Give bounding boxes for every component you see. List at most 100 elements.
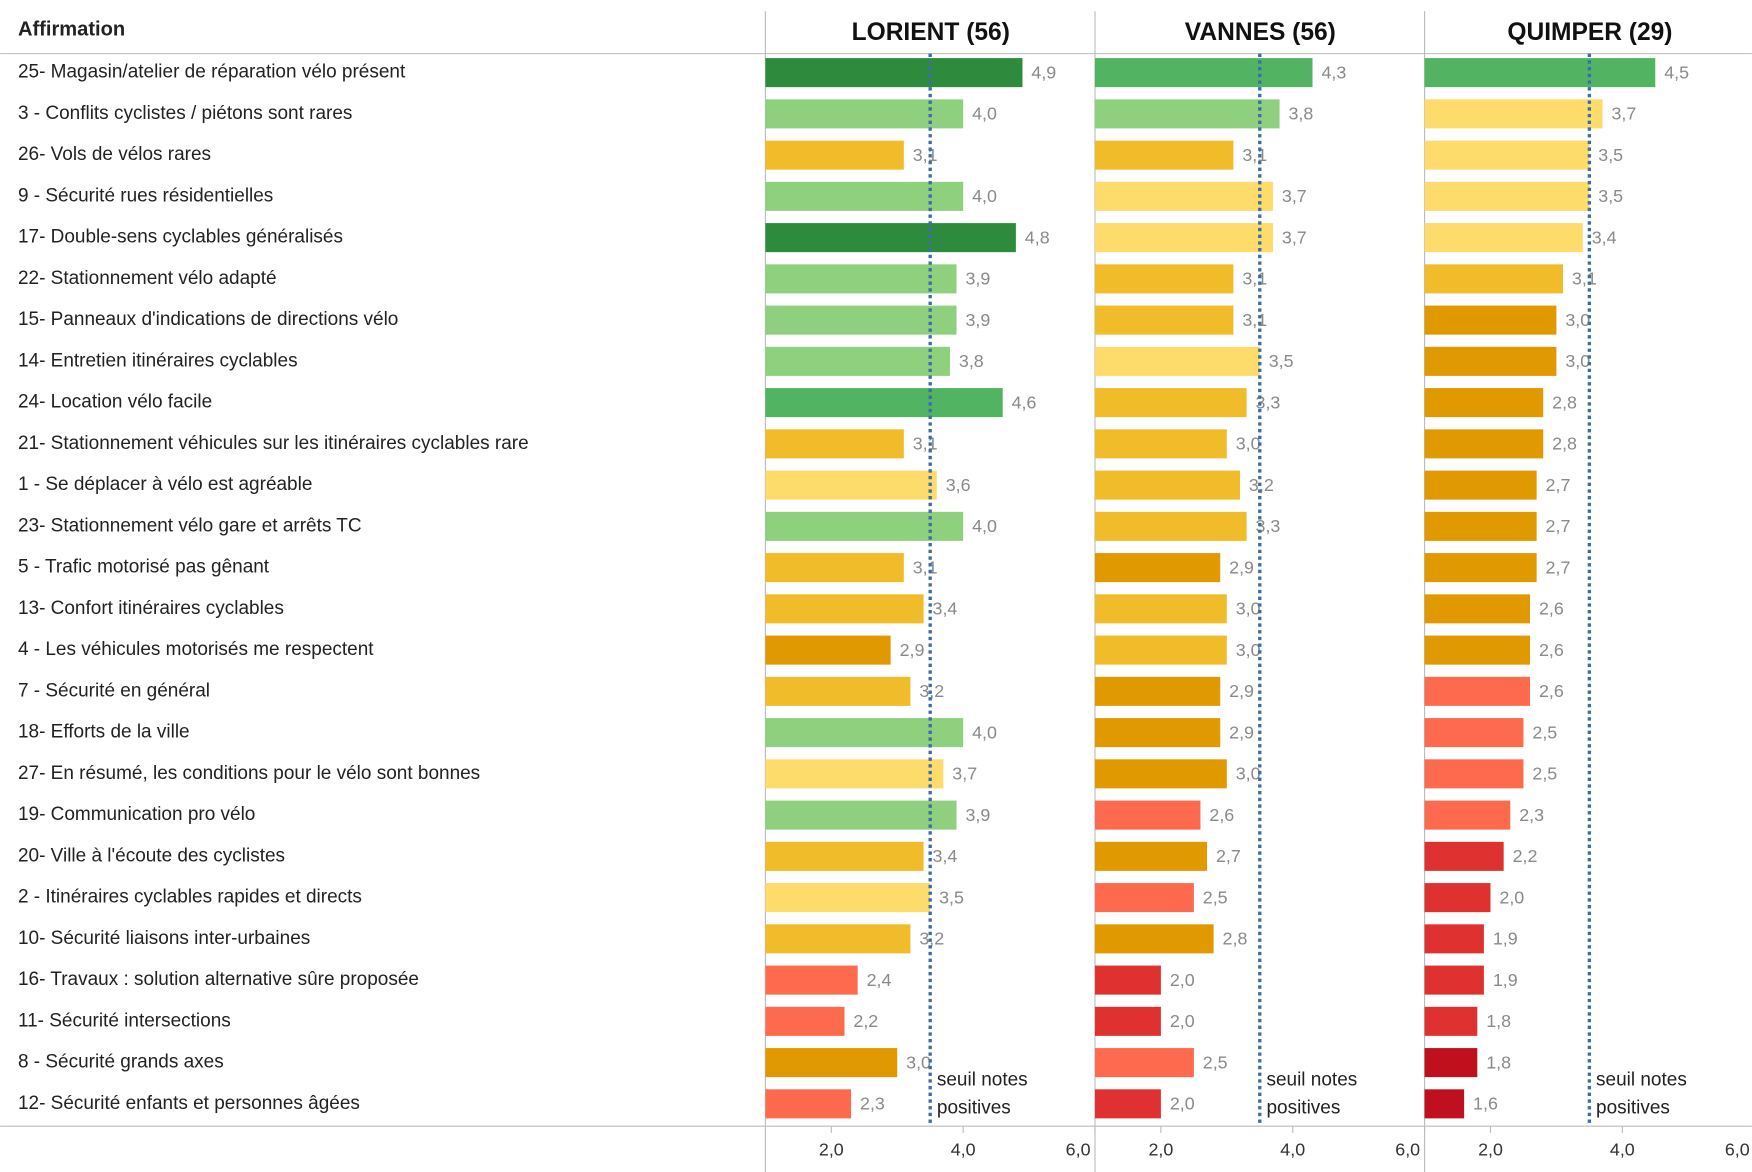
bar: [765, 1089, 852, 1119]
bar: [765, 718, 964, 748]
bar: [1424, 1089, 1465, 1119]
bar: [1424, 305, 1557, 335]
bar: [1094, 965, 1161, 995]
bar: [1424, 883, 1491, 913]
bar: [1424, 841, 1504, 871]
threshold-label: positives: [1596, 1097, 1670, 1118]
value-label: 2,6: [1209, 805, 1234, 825]
x-tick-label: 4,0: [1610, 1139, 1635, 1159]
bar: [1424, 1006, 1478, 1036]
bar: [1094, 429, 1227, 459]
category-label: 7 - Sécurité en général: [18, 680, 210, 701]
value-label: 3,0: [1565, 351, 1590, 371]
category-label: 1 - Se déplacer à vélo est agréable: [18, 474, 312, 495]
value-label: 1,8: [1486, 1052, 1511, 1072]
value-label: 1,9: [1493, 970, 1518, 990]
bar: [1424, 58, 1656, 88]
value-label: 3,9: [965, 310, 990, 330]
value-label: 3,4: [933, 846, 958, 866]
value-label: 3,1: [1242, 269, 1267, 289]
category-label: 25- Magasin/atelier de réparation vélo p…: [18, 62, 406, 83]
bar: [1424, 635, 1531, 665]
value-label: 2,9: [1229, 681, 1254, 701]
bar: [1094, 305, 1234, 335]
bar: [1094, 1048, 1194, 1078]
value-label: 4,0: [972, 516, 997, 536]
bar: [1094, 1089, 1161, 1119]
bar: [1094, 718, 1221, 748]
category-label: 9 - Sécurité rues résidentielles: [18, 185, 273, 206]
category-label: 16- Travaux : solution alternative sûre …: [18, 969, 419, 990]
category-label: 15- Panneaux d'indications de directions…: [18, 309, 398, 330]
value-label: 2,8: [1552, 434, 1577, 454]
bar: [765, 1006, 845, 1036]
value-label: 2,5: [1203, 1052, 1228, 1072]
value-label: 3,7: [1611, 104, 1636, 124]
bar: [1424, 594, 1531, 624]
category-label: 17- Double-sens cyclables généralisés: [18, 227, 343, 248]
category-label: 23- Stationnement vélo gare et arrêts TC: [18, 515, 362, 536]
value-label: 2,2: [1513, 846, 1538, 866]
bar: [1424, 223, 1583, 253]
bar: [765, 223, 1016, 253]
bar: [765, 800, 957, 830]
value-label: 2,7: [1216, 846, 1241, 866]
category-label: 11- Sécurité intersections: [18, 1010, 231, 1031]
bar: [765, 58, 1023, 88]
bar: [1424, 1048, 1478, 1078]
bar: [1094, 883, 1194, 913]
category-label: 2 - Itinéraires cyclables rapides et dir…: [18, 887, 362, 908]
threshold-label: seuil notes: [1596, 1069, 1687, 1090]
value-label: 3,1: [1242, 145, 1267, 165]
bar: [765, 759, 944, 789]
value-label: 3,8: [959, 351, 984, 371]
category-label: 4 - Les véhicules motorisés me respecten…: [18, 639, 374, 660]
bar: [1094, 553, 1221, 583]
bar: [765, 470, 937, 500]
category-label: 19- Communication pro vélo: [18, 804, 255, 825]
bar: [1424, 759, 1524, 789]
bar: [1424, 429, 1544, 459]
bar: [1094, 924, 1214, 954]
bar: [765, 1048, 898, 1078]
value-label: 2,5: [1203, 887, 1228, 907]
value-label: 1,8: [1486, 1011, 1511, 1031]
value-label: 4,5: [1664, 62, 1689, 82]
bar: [1094, 99, 1280, 129]
bar: [1094, 181, 1273, 211]
category-label: 26- Vols de vélos rares: [18, 144, 211, 165]
value-label: 3,7: [1282, 186, 1307, 206]
bar: [1094, 676, 1221, 706]
value-label: 3,0: [1565, 310, 1590, 330]
bar: [1424, 553, 1537, 583]
category-label: 13- Confort itinéraires cyclables: [18, 598, 284, 619]
bar: [765, 181, 964, 211]
value-label: 3,5: [939, 887, 964, 907]
value-label: 2,0: [1170, 1094, 1195, 1114]
category-label: 21- Stationnement véhicules sur les itin…: [18, 433, 529, 454]
bar: [1094, 223, 1273, 253]
panel-title: LORIENT (56): [852, 19, 1010, 46]
bar: [765, 924, 911, 954]
bar: [1094, 470, 1241, 500]
bar: [765, 676, 911, 706]
category-label: 12- Sécurité enfants et personnes âgées: [18, 1093, 360, 1114]
value-label: 2,3: [860, 1094, 885, 1114]
x-tick-label: 2,0: [1148, 1139, 1173, 1159]
value-label: 3,1: [1242, 310, 1267, 330]
bar: [1424, 718, 1524, 748]
value-label: 2,8: [1552, 392, 1577, 412]
bar: [1424, 264, 1563, 294]
bar: [1424, 676, 1531, 706]
bar: [1424, 346, 1557, 376]
value-label: 2,8: [1223, 929, 1248, 949]
x-tick-label: 4,0: [1280, 1139, 1305, 1159]
bar: [1094, 1006, 1161, 1036]
value-label: 2,3: [1519, 805, 1544, 825]
bar: [1424, 140, 1590, 170]
panel-title: VANNES (56): [1185, 19, 1336, 46]
value-label: 2,5: [1532, 722, 1557, 742]
value-label: 2,5: [1532, 764, 1557, 784]
x-tick-label: 4,0: [951, 1139, 976, 1159]
